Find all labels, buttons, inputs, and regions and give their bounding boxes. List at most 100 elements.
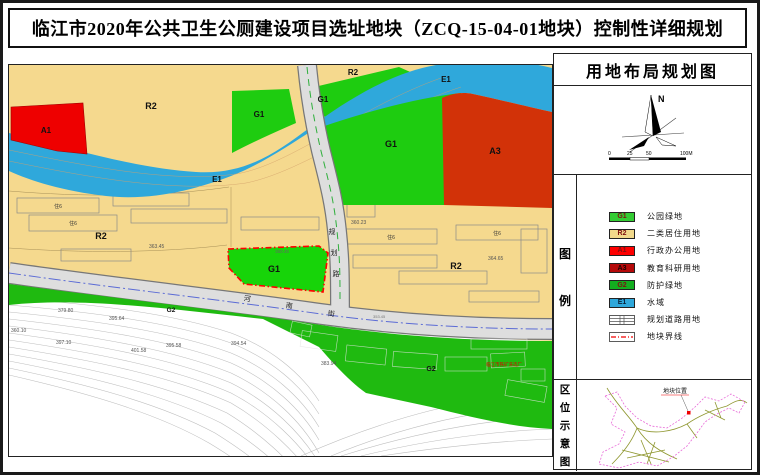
legend-label: 二类居住用地 <box>647 229 701 239</box>
zone-label-e1: E1 <box>212 175 222 184</box>
planned-road-centerline <box>306 66 341 302</box>
admin-a1-zone <box>10 102 88 155</box>
park-g1-west <box>232 89 296 153</box>
legend-swatch-g2: G2 <box>609 280 635 291</box>
boundary-legend-icon <box>609 332 635 342</box>
location-title-vertical: 区 位 示 意 图 <box>554 380 577 471</box>
elevation-label: 401.58 <box>131 348 147 354</box>
location-title-char: 意 <box>559 439 571 450</box>
zone-label-g1: G1 <box>385 139 397 149</box>
location-title-char: 示 <box>559 421 571 432</box>
scale-tick: 25 <box>627 151 633 157</box>
location-roads <box>606 387 748 465</box>
elevation-label: 395.58 <box>166 343 182 349</box>
zone-labels: R2 R2 R2 R2 G1 G1 G1 G1 E1 E1 A1 A3 G2 G… <box>41 68 501 373</box>
roads <box>9 65 552 340</box>
legend-items: G1 公园绿地 R2 二类居住用地 A1 行政办公用地 A3 教育科研用地 G2 <box>577 175 751 379</box>
scale-tick: 50 <box>646 151 652 157</box>
zone-label-g1-plot: G1 <box>268 264 280 274</box>
compass-scale-graphic: N 0 25 50 100M <box>608 94 693 161</box>
road-name-char: 南 <box>285 301 293 311</box>
legend-item-a3: A3 教育科研用地 <box>577 260 751 277</box>
legend-item-boundary: 地块界线 <box>577 328 751 345</box>
legend-label: 防护绿地 <box>647 280 683 290</box>
henan-street-fill <box>9 263 552 339</box>
elevation-label: 395.64 <box>109 316 125 322</box>
legend-label: 行政办公用地 <box>647 246 701 256</box>
legend-item-e1: E1 水域 <box>577 294 751 311</box>
plot-location-marker <box>687 411 691 415</box>
sidebar: 用地布局规划图 N 0 25 50 100M <box>553 53 752 471</box>
legend-swatch-g1: G1 <box>609 211 635 222</box>
zone-label-g1: G1 <box>318 95 329 104</box>
scale-tick: 100M <box>680 151 693 157</box>
building-label: 住6 <box>54 203 62 210</box>
legend-label: 公园绿地 <box>647 212 683 222</box>
elevation-label: 364.65 <box>488 256 504 262</box>
legend-swatch-a3: A3 <box>609 263 635 274</box>
zone-label-r2: R2 <box>145 101 157 111</box>
elevation-label: 360.23 <box>351 220 367 226</box>
north-label: N <box>658 94 665 104</box>
protective-g2-zone <box>9 284 552 429</box>
zone-label-r2: R2 <box>450 261 462 271</box>
map-area: R2 R2 R2 R2 G1 G1 G1 G1 E1 E1 A1 A3 G2 G… <box>8 64 553 457</box>
zone-label-a1: A1 <box>41 126 52 135</box>
legend-item-g2: G2 防护绿地 <box>577 277 751 294</box>
topo-contours <box>9 297 552 456</box>
legend-title-vertical: 图 例 <box>554 175 577 379</box>
legend-item-g1: G1 公园绿地 <box>577 208 751 225</box>
road-names: 规 划 路 河 南 街 <box>243 227 339 318</box>
elevation-label: 394.54 <box>231 341 247 347</box>
building-label: 住6 <box>493 230 501 237</box>
legend-label: 地块界线 <box>647 332 683 342</box>
building-label: 住6 <box>387 234 395 241</box>
legend-swatch-e1: E1 <box>609 297 635 308</box>
map-title-text: 用地布局规划图 <box>585 63 719 81</box>
scale-bar: 0 25 50 100M <box>608 151 693 161</box>
road-legend-icon <box>609 314 635 325</box>
scale-tick: 0 <box>608 151 611 157</box>
landuse-map: R2 R2 R2 R2 G1 G1 G1 G1 E1 E1 A1 A3 G2 G… <box>9 65 552 456</box>
location-title-char: 位 <box>559 403 571 414</box>
page-title: 临江市2020年公共卫生公厕建设项目选址地块（ZCQ-15-04-01地块）控制… <box>8 8 747 48</box>
elevation-label: 383.94 <box>321 361 337 367</box>
elevation-label: 363.45 <box>149 244 165 250</box>
elevation-label: 360.10 <box>11 328 27 334</box>
road-name-char: 划 <box>331 248 338 257</box>
road-name-char: 路 <box>333 269 340 278</box>
river-e1 <box>9 65 552 198</box>
legend-panel: 图 例 G1 公园绿地 R2 二类居住用地 A1 行政办公用地 A3 <box>554 175 751 380</box>
location-map: 地块位置 <box>598 387 748 469</box>
road-name-char: 规 <box>329 227 336 236</box>
legend-label: 教育科研用地 <box>647 263 701 273</box>
page-title-text: 临江市2020年公共卫生公厕建设项目选址地块（ZCQ-15-04-01地块）控制… <box>31 19 724 39</box>
zone-label-a3: A3 <box>489 146 501 156</box>
map-title: 用地布局规划图 <box>554 54 751 86</box>
elevation-label: 397.10 <box>56 340 72 346</box>
plot-dimension-label: 360.45 <box>275 249 289 254</box>
building-label: 住6 <box>69 220 77 227</box>
park-g1-central <box>313 93 461 205</box>
location-title-char: 区 <box>559 385 571 396</box>
legend-item-r2: R2 二类居住用地 <box>577 225 751 242</box>
building-labels: 住6 住6 住6 住6 <box>54 203 501 241</box>
legend-label: 规划道路用地 <box>647 315 701 325</box>
road-name-char: 河 <box>243 295 251 304</box>
legend-swatch-r2: R2 <box>609 228 635 239</box>
zone-label-g2: G2 <box>426 366 435 373</box>
label-leader-line <box>680 394 689 412</box>
elevation-labels: 379.80 395.64 360.10 397.10 401.58 395.5… <box>11 220 504 367</box>
zone-label-r2: R2 <box>348 68 359 77</box>
zone-label-e1: E1 <box>441 75 451 84</box>
g2-building-outlines <box>289 320 548 403</box>
legend-title-char: 例 <box>558 294 571 308</box>
education-a3-zone <box>442 93 552 208</box>
location-title-char: 图 <box>559 457 571 468</box>
legend-item-road: 规划道路用地 <box>577 311 751 328</box>
zone-label-g1: G1 <box>254 110 265 119</box>
legend-item-a1: A1 行政办公用地 <box>577 242 751 259</box>
road-name-char: 街 <box>327 309 335 319</box>
zone-label-r2: R2 <box>95 231 107 241</box>
